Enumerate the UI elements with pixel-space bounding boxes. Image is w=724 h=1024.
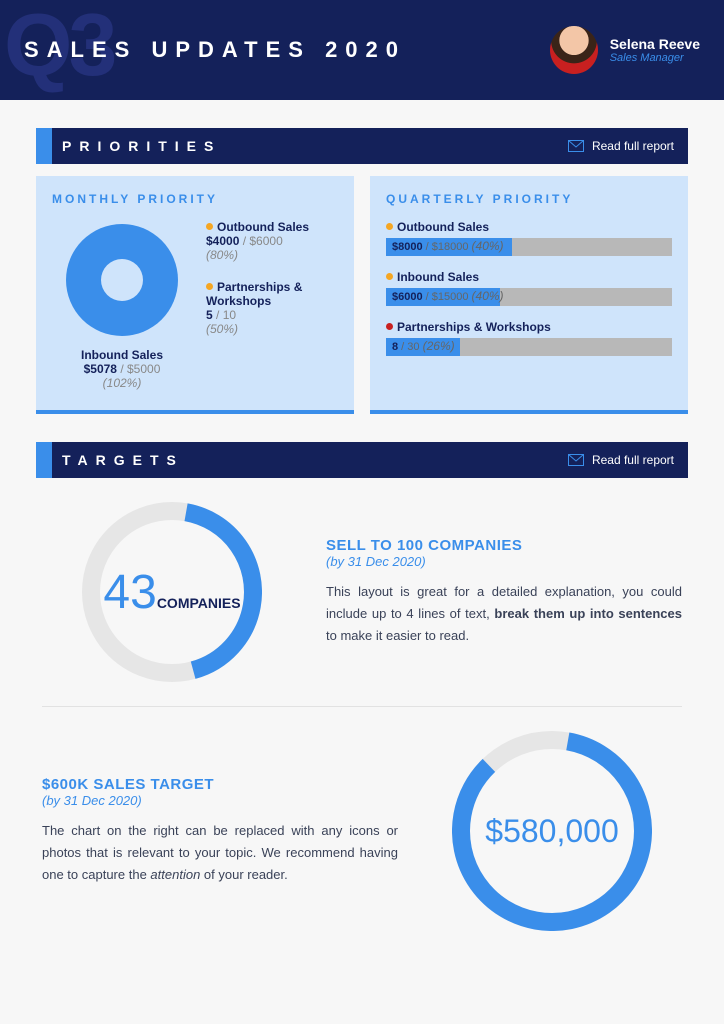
monthly-donut-chart [62, 220, 182, 340]
target2-title: $600K SALES TARGET [42, 776, 398, 793]
target2-number: $580,000 [485, 813, 618, 850]
targets-title: TARGETS [36, 442, 194, 478]
quarterly-bar-name: Outbound Sales [397, 220, 489, 234]
bullet-icon [386, 323, 393, 330]
mail-icon [568, 454, 584, 466]
quarterly-bars: Outbound Sales $8000 / $18000 (40%) Inboun… [386, 220, 672, 356]
monthly-item-name: Outbound Sales [217, 220, 309, 234]
user-name: Selena Reeve [610, 36, 700, 52]
page-title: SALES UPDATES 2020 [24, 37, 406, 63]
target1-ring: 43COMPANIES [82, 502, 262, 682]
target2-ring: $580,000 [452, 731, 652, 931]
bar-track: 8 / 30 (26%) [386, 338, 672, 356]
monthly-primary-pct: (102%) [52, 376, 192, 390]
monthly-heading: MONTHLY PRIORITY [52, 192, 338, 206]
target2-text: $600K SALES TARGET (by 31 Dec 2020) The … [42, 776, 398, 886]
header: Q3 SALES UPDATES 2020 Selena Reeve Sales… [0, 0, 724, 100]
target1-body: This layout is great for a detailed expl… [326, 581, 682, 647]
quarterly-panel: QUARTERLY PRIORITY Outbound Sales $8000 /… [370, 176, 688, 414]
targets-section-bar: TARGETS Read full report [36, 442, 688, 478]
monthly-donut-col: Inbound Sales $5078 / $5000 (102%) [52, 220, 192, 390]
targets-section: TARGETS Read full report 43COMPANIES SEL… [36, 442, 688, 955]
quarterly-bar: Inbound Sales $6000 / $15000 (40%) [386, 270, 672, 306]
monthly-primary-values: $5078 / $5000 [52, 362, 192, 376]
target1-body-b: break them up into sentences [494, 606, 682, 621]
monthly-item-pct: (50%) [206, 322, 238, 336]
quarterly-bar: Partnerships & Workshops 8 / 30 (26%) [386, 320, 672, 356]
target2-subtitle: (by 31 Dec 2020) [42, 793, 398, 808]
avatar [550, 26, 598, 74]
target-row-1: 43COMPANIES SELL TO 100 COMPANIES (by 31… [36, 478, 688, 706]
monthly-primary-name: Inbound Sales [52, 348, 192, 362]
target1-title: SELL TO 100 COMPANIES [326, 537, 682, 554]
target2-body-b: attention [150, 867, 200, 882]
target2-chart: $580,000 [422, 731, 682, 931]
monthly-item: Outbound Sales$4000 / $6000(80%) [206, 220, 338, 262]
quarterly-bar-name: Inbound Sales [397, 270, 479, 284]
monthly-panel: MONTHLY PRIORITY Inbound Sales $5078 / $… [36, 176, 354, 414]
monthly-item-pct: (80%) [206, 248, 238, 262]
target1-subtitle: (by 31 Dec 2020) [326, 554, 682, 569]
priorities-title: PRIORITIES [36, 128, 231, 164]
bar-label: $8000 / $18000 (40%) [392, 239, 504, 253]
target2-body-c: of your reader. [200, 867, 287, 882]
priorities-read-link[interactable]: Read full report [592, 139, 674, 153]
quarterly-bar: Outbound Sales $8000 / $18000 (40%) [386, 220, 672, 256]
target1-chart: 43COMPANIES [42, 502, 302, 682]
monthly-item-name: Partnerships & Workshops [206, 280, 302, 308]
target1-body-c: to make it easier to read. [326, 628, 469, 643]
bullet-icon [206, 283, 213, 290]
bullet-icon [386, 273, 393, 280]
monthly-item: Partnerships & Workshops5 / 10(50%) [206, 280, 338, 336]
user-block: Selena Reeve Sales Manager [610, 36, 700, 64]
monthly-items: Outbound Sales$4000 / $6000(80%) Partners… [206, 220, 338, 390]
monthly-item-value: $4000 [206, 234, 239, 248]
target2-body: The chart on the right can be replaced w… [42, 820, 398, 886]
bar-track: $8000 / $18000 (40%) [386, 238, 672, 256]
monthly-primary-value: $5078 [84, 362, 117, 376]
quarterly-bar-name: Partnerships & Workshops [397, 320, 551, 334]
target-row-2: $600K SALES TARGET (by 31 Dec 2020) The … [36, 707, 688, 955]
bullet-icon [206, 223, 213, 230]
target1-unit: COMPANIES [157, 595, 241, 611]
target1-number: 43 [103, 566, 156, 619]
monthly-primary-of: $5000 [127, 362, 160, 376]
bullet-icon [386, 223, 393, 230]
bar-label: 8 / 30 (26%) [392, 339, 455, 353]
bar-label: $6000 / $15000 (40%) [392, 289, 504, 303]
bar-track: $6000 / $15000 (40%) [386, 288, 672, 306]
user-role: Sales Manager [610, 52, 700, 64]
monthly-item-value: 5 [206, 308, 213, 322]
priorities-section-bar: PRIORITIES Read full report [36, 128, 688, 164]
mail-icon [568, 140, 584, 152]
priorities-panels: MONTHLY PRIORITY Inbound Sales $5078 / $… [36, 176, 688, 414]
target1-text: SELL TO 100 COMPANIES (by 31 Dec 2020) T… [326, 537, 682, 647]
quarterly-heading: QUARTERLY PRIORITY [386, 192, 672, 206]
targets-read-link[interactable]: Read full report [592, 453, 674, 467]
